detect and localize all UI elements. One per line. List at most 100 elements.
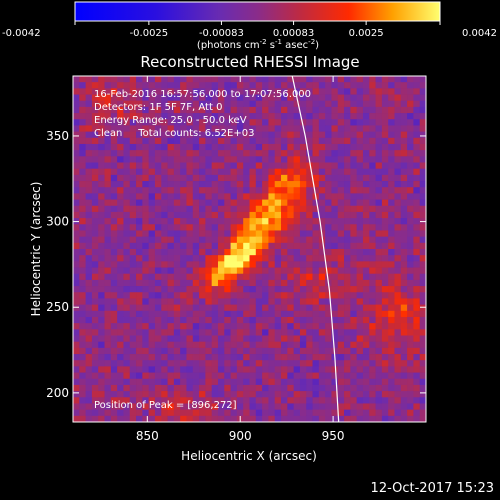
heatmap-cell <box>299 384 307 392</box>
heatmap-cell <box>400 279 408 287</box>
heatmap-cell <box>299 143 307 151</box>
heatmap-cell <box>356 415 364 422</box>
heatmap-cell <box>167 187 175 194</box>
heatmap-cell <box>350 76 358 83</box>
heatmap-cell <box>369 391 376 398</box>
heatmap-cell <box>268 199 276 207</box>
heatmap-cell <box>413 249 421 256</box>
heatmap-cell <box>331 106 339 114</box>
heatmap-cell <box>337 236 345 244</box>
heatmap-cell <box>211 137 219 145</box>
heatmap-cell <box>161 273 168 281</box>
heatmap-cell <box>104 88 112 95</box>
heatmap-cell <box>230 230 238 238</box>
heatmap-cell <box>375 292 383 299</box>
heatmap-cell <box>388 279 395 287</box>
heatmap-cell <box>230 249 238 256</box>
heatmap-cell <box>192 249 200 256</box>
heatmap-cell <box>299 150 307 157</box>
heatmap-cell <box>180 403 187 411</box>
heatmap-cell <box>205 143 213 151</box>
heatmap-cell <box>331 143 339 151</box>
heatmap-cell <box>104 304 112 312</box>
heatmap-cell <box>79 329 86 336</box>
heatmap-cell <box>407 150 414 157</box>
heatmap-cell <box>117 174 124 182</box>
heatmap-cell <box>123 249 131 256</box>
heatmap-cell <box>230 236 238 244</box>
heatmap-cell <box>262 150 269 157</box>
heatmap-cell <box>407 249 414 256</box>
heatmap-cell <box>388 267 395 275</box>
heatmap-cell <box>173 391 181 398</box>
heatmap-cell <box>217 292 225 299</box>
heatmap-cell <box>375 199 383 207</box>
heatmap-cell <box>230 329 238 336</box>
heatmap-cell <box>318 76 326 83</box>
heatmap-cell <box>192 224 200 231</box>
heatmap-cell <box>331 76 339 83</box>
heatmap-cell <box>148 391 156 398</box>
heatmap-cell <box>211 366 219 373</box>
heatmap-cell <box>249 261 257 268</box>
heatmap-cell <box>394 304 402 312</box>
heatmap-cell <box>91 168 99 176</box>
heatmap-cell <box>400 187 408 194</box>
heatmap-cell <box>394 329 402 336</box>
heatmap-cell <box>255 137 263 145</box>
heatmap-cell <box>73 403 80 411</box>
heatmap-cell <box>173 316 181 324</box>
heatmap-cell <box>281 193 288 200</box>
heatmap-cell <box>419 292 426 299</box>
heatmap-cell <box>394 378 402 386</box>
heatmap-cell <box>255 360 263 367</box>
heatmap-cell <box>262 131 269 139</box>
heatmap-cell <box>407 224 414 231</box>
heatmap-cell <box>243 298 250 306</box>
heatmap-cell <box>129 292 137 299</box>
heatmap-cell <box>281 372 288 380</box>
heatmap-cell <box>180 94 187 102</box>
heatmap-cell <box>243 391 250 398</box>
heatmap-cell <box>356 82 364 89</box>
heatmap-cell <box>281 360 288 367</box>
heatmap-cell <box>337 316 345 324</box>
heatmap-cell <box>123 100 131 108</box>
heatmap-cell <box>123 267 131 275</box>
heatmap-cell <box>211 242 219 250</box>
heatmap-cell <box>123 347 131 355</box>
heatmap-cell <box>148 119 156 126</box>
heatmap-cell <box>129 316 137 324</box>
heatmap-cell <box>98 187 105 194</box>
heatmap-cell <box>287 218 295 225</box>
heatmap-cell <box>249 391 257 398</box>
heatmap-cell <box>350 261 358 268</box>
heatmap-cell <box>306 218 313 225</box>
heatmap-cell <box>142 162 150 170</box>
heatmap-cell <box>293 211 301 219</box>
heatmap-cell <box>199 137 206 145</box>
heatmap-cell <box>211 119 219 126</box>
heatmap-cell <box>369 292 376 299</box>
heatmap-cell <box>236 329 244 336</box>
heatmap-cell <box>249 304 257 312</box>
heatmap-cell <box>394 316 402 324</box>
heatmap-cell <box>394 415 402 422</box>
heatmap-cell <box>217 193 225 200</box>
heatmap-cell <box>350 372 358 380</box>
heatmap-cell <box>91 100 99 108</box>
heatmap-cell <box>325 249 332 256</box>
heatmap-cell <box>117 360 124 367</box>
heatmap-cell <box>154 329 162 336</box>
heatmap-cell <box>186 360 194 367</box>
heatmap-cell <box>167 230 175 238</box>
heatmap-cell <box>186 113 194 120</box>
heatmap-cell <box>73 310 80 318</box>
heatmap-cell <box>413 279 421 287</box>
heatmap-cell <box>104 267 112 275</box>
heatmap-cell <box>268 304 276 312</box>
heatmap-cell <box>243 82 250 89</box>
heatmap-cell <box>211 230 219 238</box>
heatmap-cell <box>369 329 376 336</box>
heatmap-cell <box>312 174 320 182</box>
